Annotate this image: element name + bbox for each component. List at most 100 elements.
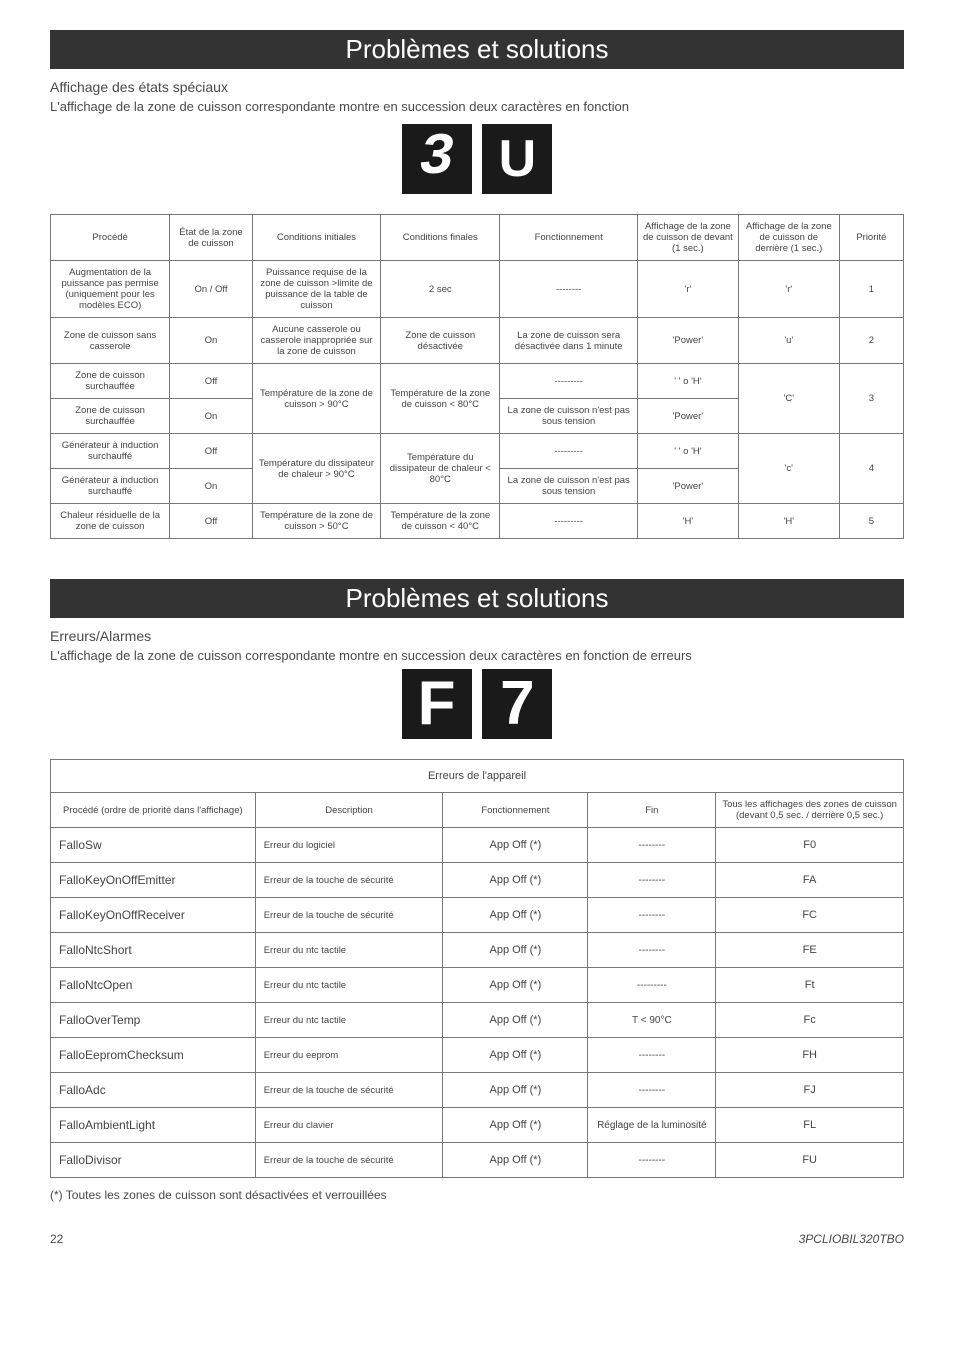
th-procede: Procédé [51,215,170,261]
errors-title-row: Erreurs de l'appareil [51,760,904,793]
subtitle-1: Affichage des états spéciaux [50,79,904,95]
cell: F0 [716,828,904,863]
cell: Zone de cuisson sans casserole [51,318,170,364]
cell: FalloSw [51,828,256,863]
cell: FalloEepromChecksum [51,1038,256,1073]
cell: Aucune casserole ou casserole inappropri… [252,318,380,364]
desc-2: L'affichage de la zone de cuisson corres… [50,648,904,663]
cell: Température du dissipateur de chaleur > … [252,434,380,504]
cell: App Off (*) [443,1108,588,1143]
page-footer: 22 3PCLIOBIL320TBO [50,1232,904,1246]
cell: Off [170,504,253,539]
subtitle-2: Erreurs/Alarmes [50,628,904,644]
cell: Erreur du eeprom [255,1038,443,1073]
cell: FalloKeyOnOffEmitter [51,863,256,898]
table-row: FalloNtcShortErreur du ntc tactileApp Of… [51,933,904,968]
cell: FJ [716,1073,904,1108]
cell: App Off (*) [443,863,588,898]
cell: FC [716,898,904,933]
cell: -------- [588,1038,716,1073]
glyph-7-icon: 7 [482,669,552,739]
cell: 'C' [738,364,839,434]
th-err-fin: Fin [588,793,716,828]
cell: App Off (*) [443,933,588,968]
cell: FalloAdc [51,1073,256,1108]
cell: Erreur du ntc tactile [255,1003,443,1038]
table-row: FalloNtcOpenErreur du ntc tactileApp Off… [51,968,904,1003]
cell: 1 [839,261,903,318]
table-row: Augmentation de la puissance pas permise… [51,261,904,318]
cell: -------- [588,1073,716,1108]
glyph-row-1: 3 U [50,124,904,194]
cell: Ft [716,968,904,1003]
glyph-3-icon: 3 [402,124,472,194]
th-err-aff: Tous les affichages des zones de cuisson… [716,793,904,828]
cell: La zone de cuisson sera désactivée dans … [500,318,638,364]
cell: 'r' [637,261,738,318]
page-number: 22 [50,1232,63,1246]
table-row: FalloEepromChecksumErreur du eepromApp O… [51,1038,904,1073]
th-cond-init: Conditions initiales [252,215,380,261]
cell: FalloOverTemp [51,1003,256,1038]
cell: On / Off [170,261,253,318]
cell: 'H' [738,504,839,539]
cell: App Off (*) [443,1143,588,1178]
cell: 'c' [738,434,839,504]
errors-title: Erreurs de l'appareil [51,760,904,793]
cell: Générateur à induction surchauffé [51,469,170,504]
cell: Température de la zone de cuisson > 50°C [252,504,380,539]
cell: FU [716,1143,904,1178]
cell: 2 [839,318,903,364]
cell: App Off (*) [443,828,588,863]
cell: 'Power' [637,469,738,504]
cell: --------- [500,504,638,539]
cell: -------- [588,1143,716,1178]
cell: FalloAmbientLight [51,1108,256,1143]
table-row: FalloSwErreur du logicielApp Off (*)----… [51,828,904,863]
cell: Off [170,364,253,399]
cell: Température du dissipateur de chaleur < … [381,434,500,504]
cell: Fc [716,1003,904,1038]
cell: App Off (*) [443,1038,588,1073]
cell: --------- [588,968,716,1003]
cell: FA [716,863,904,898]
cell: Off [170,434,253,469]
cell: Température de la zone de cuisson < 80°C [381,364,500,434]
cell: Erreur de la touche de sécurité [255,1073,443,1108]
cell: 'H' [637,504,738,539]
cell: Température de la zone de cuisson > 90°C [252,364,380,434]
th-err-fonct: Fonctionnement [443,793,588,828]
cell: 'u' [738,318,839,364]
cell: FalloNtcOpen [51,968,256,1003]
cell: FL [716,1108,904,1143]
th-cond-fin: Conditions finales [381,215,500,261]
table-row: FalloOverTempErreur du ntc tactileApp Of… [51,1003,904,1038]
footnote: (*) Toutes les zones de cuisson sont dés… [50,1188,904,1202]
cell: La zone de cuisson n'est pas sous tensio… [500,399,638,434]
cell: --------- [500,364,638,399]
cell: 2 sec [381,261,500,318]
cell: App Off (*) [443,898,588,933]
cell: On [170,318,253,364]
cell: --------- [500,434,638,469]
cell: 4 [839,434,903,504]
th-fonct: Fonctionnement [500,215,638,261]
table-header-row: Procédé État de la zone de cuisson Condi… [51,215,904,261]
cell: -------- [588,898,716,933]
cell: Erreur de la touche de sécurité [255,863,443,898]
th-priorite: Priorité [839,215,903,261]
cell: Zone de cuisson surchauffée [51,399,170,434]
cell: App Off (*) [443,1073,588,1108]
cell: Erreur de la touche de sécurité [255,1143,443,1178]
cell: 'Power' [637,318,738,364]
cell: FalloNtcShort [51,933,256,968]
cell: -------- [500,261,638,318]
cell: On [170,469,253,504]
section-banner-2: Problèmes et solutions [50,579,904,618]
cell: FalloKeyOnOffReceiver [51,898,256,933]
cell: Zone de cuisson désactivée [381,318,500,364]
cell: 'r' [738,261,839,318]
cell: Chaleur résiduelle de la zone de cuisson [51,504,170,539]
cell: Réglage de la luminosité [588,1108,716,1143]
cell: Erreur du ntc tactile [255,968,443,1003]
